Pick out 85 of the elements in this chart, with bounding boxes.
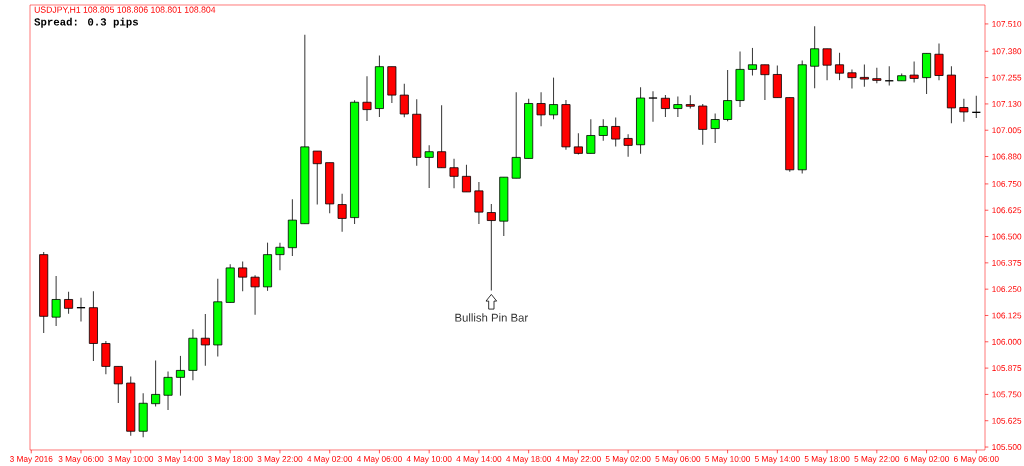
candlestick [611, 117, 621, 147]
candlestick [101, 340, 111, 375]
x-tick-label: 3 May 06:00 [58, 456, 104, 464]
x-tick-label: 3 May 10:00 [108, 456, 154, 464]
candlestick [424, 144, 434, 189]
x-tick-label: 5 May 02:00 [605, 456, 651, 464]
y-tick-label: 107.255 [992, 74, 1022, 81]
y-tick-label: 106.625 [992, 207, 1022, 214]
x-tick-label: 5 May 18:00 [804, 456, 850, 464]
candlestick [536, 91, 546, 127]
candlestick [822, 48, 832, 81]
x-tick-label: 4 May 02:00 [307, 456, 353, 464]
candlestick [175, 355, 185, 397]
candlestick [959, 98, 969, 123]
candlestick [113, 365, 123, 404]
candlestick [623, 133, 633, 158]
x-tick-label: 5 May 06:00 [655, 456, 701, 464]
x-tick-label: 3 May 22:00 [257, 456, 303, 464]
candlestick [698, 103, 708, 146]
candlestick [461, 164, 471, 193]
candlestick [486, 203, 496, 291]
x-tick-label: 4 May 10:00 [406, 456, 452, 464]
y-tick-label: 106.125 [992, 312, 1022, 319]
candlestick [51, 275, 61, 327]
y-tick-label: 105.625 [992, 417, 1022, 424]
candlestick [586, 118, 596, 154]
candlestick [835, 52, 845, 81]
candlestick [437, 104, 447, 169]
y-tick-label: 106.000 [992, 338, 1022, 345]
y-tick-label: 107.005 [992, 127, 1022, 134]
candlestick [474, 181, 484, 225]
candlestick [648, 90, 658, 123]
y-tick-label: 106.250 [992, 286, 1022, 293]
candlestick [200, 313, 210, 367]
y-tick-label: 107.380 [992, 48, 1022, 55]
x-tick-label: 3 May 2016 [9, 456, 53, 464]
y-tick-label: 106.750 [992, 180, 1022, 187]
annotation: Bullish Pin Bar [455, 313, 528, 322]
candlestick [337, 193, 347, 233]
candlestick [549, 77, 559, 120]
candlestick [847, 68, 857, 90]
y-tick-label: 106.880 [992, 153, 1022, 160]
candlestick [163, 370, 173, 411]
candlestick [511, 91, 521, 179]
candlestick [747, 47, 757, 77]
x-tick-label: 5 May 10:00 [705, 456, 751, 464]
candlestick [934, 42, 944, 81]
candlestick [810, 25, 820, 89]
x-tick-label: 3 May 14:00 [158, 456, 203, 464]
x-tick-label: 4 May 18:00 [506, 456, 552, 464]
x-tick-label: 4 May 14:00 [456, 456, 502, 464]
x-tick-label: 4 May 06:00 [356, 456, 402, 464]
candlestick [151, 359, 161, 408]
y-tick-label: 107.510 [992, 21, 1022, 27]
y-tick-label: 105.500 [992, 444, 1022, 450]
chart-title: USDJPY,H1 108.805 108.806 108.801 108.804 [34, 6, 216, 14]
candlestick [362, 75, 372, 122]
candlestick [723, 69, 733, 122]
x-tick-label: 6 May 06:00 [953, 456, 999, 464]
candlestick [399, 83, 409, 118]
annotation: Spread: 0.3 pips [34, 17, 138, 28]
x-tick-label: 5 May 14:00 [754, 456, 800, 464]
candlestick [312, 150, 322, 206]
x-tick-label: 4 May 22:00 [555, 456, 601, 464]
x-tick-label: 6 May 02:00 [904, 456, 949, 464]
y-tick-label: 105.750 [992, 391, 1022, 398]
candlestick [238, 260, 248, 292]
candlestick [660, 94, 670, 118]
y-tick-label: 105.875 [992, 365, 1022, 372]
candlestick [909, 60, 919, 83]
candlestick [275, 242, 285, 271]
x-tick-label: 3 May 18:00 [207, 456, 253, 464]
candlestick [64, 291, 74, 315]
candlestick [859, 64, 869, 88]
candlestick [760, 64, 770, 101]
candlestick [710, 113, 720, 144]
candlestick [598, 118, 608, 142]
candlestick [772, 64, 782, 99]
candlestick [449, 158, 459, 189]
y-tick-label: 106.375 [992, 259, 1022, 266]
y-tick-label: 107.130 [992, 101, 1022, 107]
candlestick [250, 274, 260, 316]
x-tick-label: 5 May 22:00 [854, 456, 900, 464]
y-tick-label: 106.500 [992, 233, 1022, 240]
candlestick [673, 96, 683, 118]
